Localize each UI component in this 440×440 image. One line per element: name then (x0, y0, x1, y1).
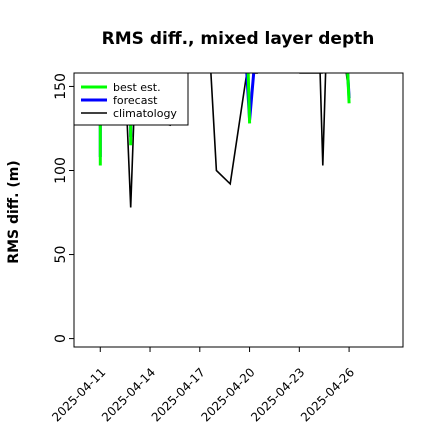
y-tick-label: 150 (53, 73, 69, 100)
y-axis-label: RMS diff. (m) (6, 160, 22, 263)
series-line-best-est (246, 73, 252, 124)
legend-label: best est. (113, 81, 161, 94)
series-line-climatology (319, 73, 327, 166)
y-tick-label: 0 (53, 334, 69, 343)
series-line-climatology (210, 73, 248, 186)
y-tick-label: 50 (53, 246, 69, 264)
legend-label: climatology (113, 107, 177, 120)
x-axis: 2025-04-112025-04-142025-04-172025-04-20… (49, 347, 357, 424)
series-line-best-est (346, 73, 351, 104)
plot-frame (73, 72, 404, 348)
chart-title: RMS diff., mixed layer depth (102, 29, 375, 49)
y-tick-label: 100 (53, 157, 69, 184)
y-axis: 0 50 100 150 (53, 73, 74, 343)
legend-label: forecast (113, 94, 158, 107)
x-tick-label: 2025-04-26 (298, 365, 357, 424)
